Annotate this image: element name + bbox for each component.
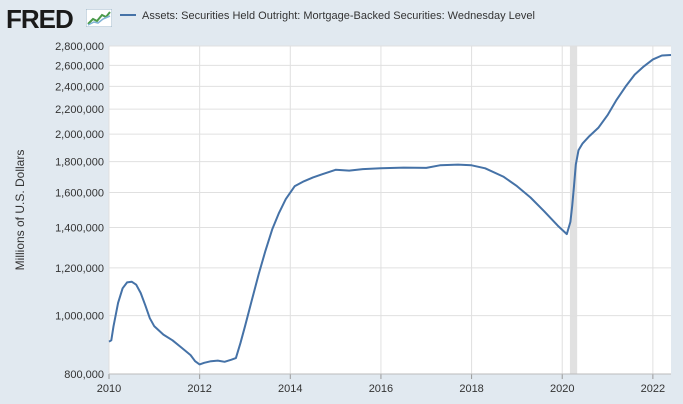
- y-tick-label-1: 1,000,000: [55, 311, 104, 323]
- x-tick-label-1: 2012: [187, 383, 211, 395]
- y-tick-label-9: 2,600,000: [55, 60, 104, 72]
- recession-band-0: [569, 46, 578, 374]
- x-axis-ticks: 2010 2012 2014 2016 2018 2020 2022: [97, 374, 665, 395]
- trend-chart-icon: [86, 9, 112, 27]
- plot-area: [109, 46, 671, 374]
- y-tick-label-4: 1,600,000: [55, 188, 104, 200]
- y-tick-label-3: 1,400,000: [55, 222, 104, 234]
- legend[interactable]: Assets: Securities Held Outright: Mortga…: [120, 10, 535, 22]
- y-tick-label-10: 2,800,000: [55, 41, 104, 53]
- y-axis-ticks: 800,000 1,000,000 1,200,000 1,400,000 1,600,…: [55, 41, 104, 381]
- x-tick-label-6: 2022: [641, 383, 665, 395]
- chart-header: FRED Assets: Securities Held Outright: M…: [0, 0, 683, 36]
- y-tick-label-2: 1,200,000: [55, 263, 104, 275]
- y-tick-label-8: 2,400,000: [55, 81, 104, 93]
- y-axis-title: Millions of U.S. Dollars: [13, 150, 27, 271]
- legend-swatch: [120, 14, 136, 17]
- x-tick-label-2: 2014: [278, 383, 302, 395]
- y-tick-label-7: 2,200,000: [55, 104, 104, 116]
- series-line-mbs[interactable]: [108, 54, 672, 366]
- x-tick-label-3: 2016: [369, 383, 393, 395]
- grid-lines: [108, 45, 671, 375]
- y-tick-label-0: 800,000: [64, 369, 104, 381]
- fred-logo[interactable]: FRED: [6, 4, 74, 34]
- x-tick-label-0: 2010: [97, 383, 121, 395]
- x-tick-label-4: 2018: [459, 383, 483, 395]
- y-tick-label-5: 1,800,000: [55, 157, 104, 169]
- x-tick-label-5: 2020: [550, 383, 574, 395]
- legend-label: Assets: Securities Held Outright: Mortga…: [142, 10, 535, 22]
- recession-shading: [569, 46, 578, 374]
- y-tick-label-6: 2,000,000: [55, 129, 104, 141]
